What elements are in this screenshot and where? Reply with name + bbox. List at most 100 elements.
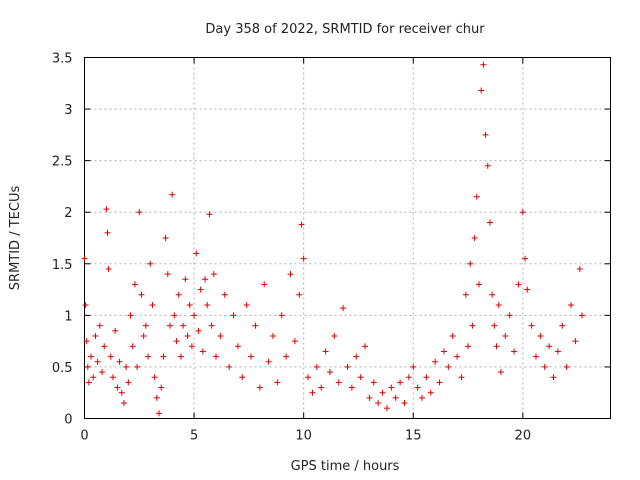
data-point xyxy=(579,312,586,319)
data-point xyxy=(206,211,213,218)
data-point xyxy=(153,394,160,401)
data-point xyxy=(522,255,529,262)
data-point xyxy=(432,358,439,365)
data-point xyxy=(405,374,412,381)
y-tick-label: 1 xyxy=(64,309,72,324)
data-point xyxy=(287,271,294,278)
y-tick-label: 0 xyxy=(64,413,72,428)
data-point xyxy=(506,312,513,319)
x-tick-label: 10 xyxy=(295,429,312,444)
y-tick-label: 2.5 xyxy=(52,155,73,170)
data-point xyxy=(362,343,369,350)
data-point xyxy=(136,209,143,216)
data-point xyxy=(191,312,198,319)
data-point xyxy=(184,332,191,339)
data-point xyxy=(283,353,290,360)
data-point xyxy=(559,322,566,329)
data-point xyxy=(173,338,180,345)
data-point xyxy=(116,358,123,365)
data-point xyxy=(82,302,89,309)
data-point xyxy=(180,322,187,329)
data-point xyxy=(298,221,305,228)
data-point xyxy=(103,206,110,213)
data-point xyxy=(193,250,200,257)
x-tick-label: 15 xyxy=(405,429,422,444)
data-point xyxy=(131,281,138,288)
data-point xyxy=(171,312,178,319)
data-point xyxy=(166,322,173,329)
data-point xyxy=(197,286,204,293)
data-point xyxy=(85,379,92,386)
data-point xyxy=(149,302,156,309)
data-point xyxy=(379,389,386,396)
data-point xyxy=(484,162,491,169)
data-point xyxy=(300,255,307,262)
data-point xyxy=(226,363,233,370)
data-point xyxy=(491,322,498,329)
data-point xyxy=(370,379,377,386)
data-point xyxy=(427,389,434,396)
data-point xyxy=(140,332,147,339)
data-point xyxy=(164,271,171,278)
data-point xyxy=(195,327,202,334)
data-point xyxy=(125,379,132,386)
y-tick-label: 3 xyxy=(64,103,72,118)
data-point xyxy=(162,235,169,241)
data-point xyxy=(252,322,259,329)
data-point xyxy=(92,332,99,339)
data-point xyxy=(158,384,165,391)
data-point xyxy=(305,374,312,381)
data-point xyxy=(109,374,116,381)
data-point xyxy=(550,374,557,381)
data-point xyxy=(568,302,575,309)
data-point xyxy=(436,379,443,386)
data-point xyxy=(239,374,246,381)
data-point xyxy=(528,322,535,329)
data-point xyxy=(473,193,480,200)
data-point xyxy=(94,358,101,365)
data-point xyxy=(576,265,583,272)
data-point xyxy=(388,384,395,391)
data-point xyxy=(84,363,91,370)
data-point xyxy=(401,400,408,407)
data-point xyxy=(90,374,97,381)
data-point xyxy=(221,291,228,298)
data-point xyxy=(142,322,149,329)
data-point xyxy=(449,332,456,339)
data-point xyxy=(296,291,303,298)
data-point xyxy=(213,353,219,360)
data-points xyxy=(81,61,586,417)
data-point xyxy=(397,379,404,386)
data-point xyxy=(469,322,476,329)
data-point xyxy=(101,343,108,350)
data-point xyxy=(532,353,539,360)
x-axis: 0 5 10 15 20 xyxy=(80,57,532,444)
data-point xyxy=(202,276,209,283)
data-point xyxy=(486,219,493,226)
data-point xyxy=(120,400,127,407)
data-point xyxy=(182,276,189,283)
data-point xyxy=(445,363,452,370)
data-point xyxy=(291,338,298,345)
data-point xyxy=(243,302,250,309)
x-tick-label: 0 xyxy=(80,429,88,444)
data-point xyxy=(177,353,184,360)
data-point xyxy=(210,271,217,278)
data-point xyxy=(454,353,461,360)
data-point xyxy=(278,312,285,319)
y-axis-label: SRMTID / TECUs xyxy=(8,186,23,291)
data-point xyxy=(199,348,206,355)
data-point xyxy=(123,363,130,370)
data-point xyxy=(366,394,373,401)
x-tick-label: 20 xyxy=(515,429,532,444)
data-point xyxy=(392,394,399,401)
data-point xyxy=(541,363,548,370)
data-point xyxy=(269,332,276,339)
data-point xyxy=(335,379,342,386)
data-point xyxy=(348,384,355,391)
plot-frame xyxy=(84,57,611,419)
data-point xyxy=(419,394,426,401)
data-point xyxy=(458,374,465,381)
data-point xyxy=(81,255,88,262)
data-point xyxy=(265,358,272,365)
